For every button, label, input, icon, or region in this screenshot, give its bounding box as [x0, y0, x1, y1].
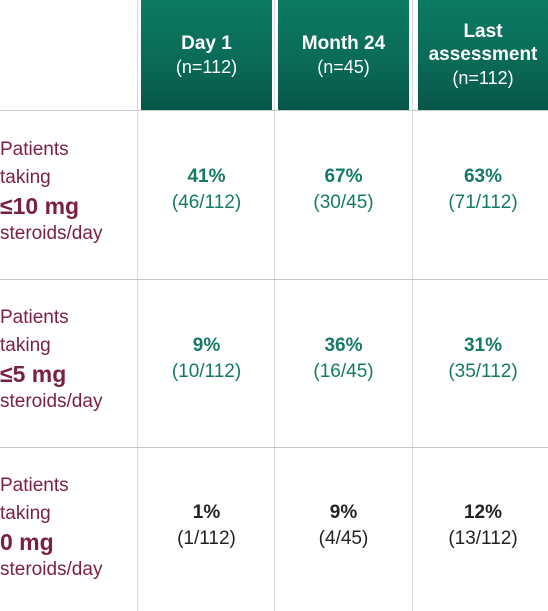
- column-header-n: (n=112): [175, 56, 238, 77]
- row-label-0mg: Patients taking 0 mg steroids/day: [0, 472, 136, 584]
- cell-percent: 31%: [463, 335, 503, 356]
- column-header-last-assessment: Last assessment (n=112): [418, 0, 548, 110]
- column-header-month24: Month 24 (n=45): [278, 0, 409, 110]
- cell-percent: 9%: [192, 335, 221, 356]
- table-cell: 1% (1/112): [141, 500, 272, 552]
- table-cell: 41% (46/112): [141, 164, 272, 216]
- column-header-n: (n=112): [452, 68, 514, 88]
- table-cell: 9% (10/112): [141, 333, 272, 385]
- row-label-line: Patients: [0, 139, 69, 160]
- cell-percent: 63%: [463, 166, 503, 187]
- row-label-dose: ≤5 mg: [0, 361, 67, 387]
- cell-percent: 41%: [187, 166, 226, 187]
- cell-count: (13/112): [448, 528, 518, 549]
- cell-count: (30/45): [313, 192, 374, 213]
- row-label-line: taking: [0, 335, 51, 356]
- cell-count: (71/112): [448, 192, 518, 213]
- table-cell: 63% (71/112): [418, 164, 548, 216]
- cell-percent: 1%: [192, 502, 221, 523]
- row-label-dose: 0 mg: [0, 529, 54, 555]
- column-header-title-line2: assessment: [428, 44, 538, 65]
- table-cell: 12% (13/112): [418, 500, 548, 552]
- row-divider: [0, 279, 548, 280]
- row-label-line: steroids/day: [0, 223, 103, 244]
- row-label-line: Patients: [0, 307, 69, 328]
- column-header-title: Month 24: [301, 32, 386, 54]
- row-label-line: steroids/day: [0, 559, 103, 580]
- row-label-dose: ≤10 mg: [0, 193, 80, 219]
- row-divider: [0, 110, 548, 111]
- cell-percent: 12%: [463, 502, 503, 523]
- column-divider: [412, 0, 413, 611]
- cell-percent: 67%: [324, 166, 363, 187]
- cell-percent: 9%: [329, 502, 358, 523]
- column-header-title-line1: Last: [463, 21, 503, 42]
- cell-percent: 36%: [324, 335, 363, 356]
- cell-count: (16/45): [313, 361, 374, 382]
- row-label-line: taking: [0, 167, 51, 188]
- cell-count: (1/112): [177, 528, 236, 549]
- row-divider: [0, 447, 548, 448]
- table-cell: 31% (35/112): [418, 333, 548, 385]
- cell-count: (46/112): [171, 192, 242, 213]
- row-label-5mg: Patients taking ≤5 mg steroids/day: [0, 304, 136, 416]
- table-cell: 9% (4/45): [278, 500, 409, 552]
- column-divider: [137, 0, 138, 611]
- column-header-day1: Day 1 (n=112): [141, 0, 272, 110]
- cell-count: (35/112): [448, 361, 518, 382]
- table-cell: 36% (16/45): [278, 333, 409, 385]
- cell-count: (4/45): [318, 528, 369, 549]
- row-label-line: Patients: [0, 475, 69, 496]
- column-header-title: Day 1: [181, 32, 232, 54]
- column-divider: [274, 0, 275, 611]
- row-label-line: steroids/day: [0, 391, 103, 412]
- table-cell: 67% (30/45): [278, 164, 409, 216]
- row-label-10mg: Patients taking ≤10 mg steroids/day: [0, 136, 136, 248]
- row-label-line: taking: [0, 503, 51, 524]
- cell-count: (10/112): [171, 361, 242, 382]
- column-header-n: (n=45): [317, 56, 370, 77]
